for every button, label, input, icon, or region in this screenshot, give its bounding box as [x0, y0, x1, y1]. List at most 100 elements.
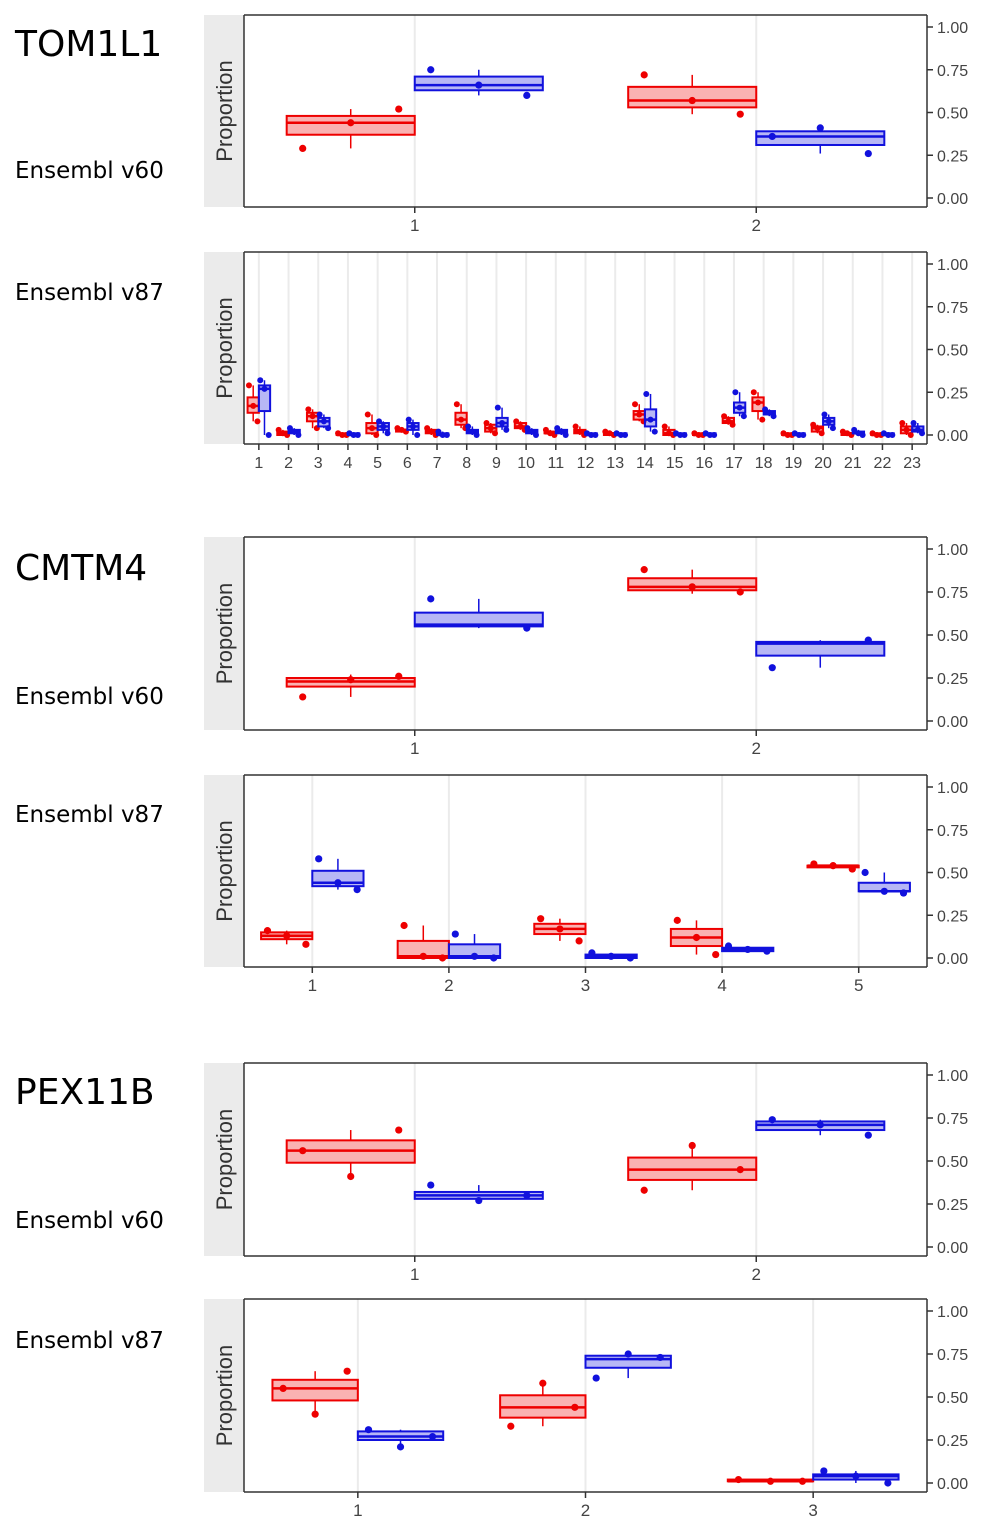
data-point: [759, 416, 766, 423]
x-tick-label: 11: [547, 455, 564, 472]
y-tick-label: 0.75: [937, 1347, 968, 1364]
data-point: [695, 432, 702, 438]
x-tick-label: 17: [725, 455, 743, 472]
blue-box: [286, 425, 302, 438]
x-tick-label: 1: [353, 1501, 362, 1520]
data-point: [558, 428, 565, 435]
data-point: [250, 402, 257, 409]
data-point: [265, 432, 272, 438]
red-box: [396, 921, 450, 962]
y-tick-label: 0.75: [937, 300, 968, 317]
x-tick-label: 10: [517, 455, 535, 472]
x-tick-label: 1: [254, 455, 263, 472]
data-point: [507, 1422, 515, 1430]
x-tick-label: 8: [462, 455, 471, 472]
data-point: [469, 428, 476, 435]
x-tick-label: 2: [752, 216, 761, 235]
data-point: [283, 932, 291, 940]
blue-box: [880, 430, 896, 438]
data-point: [768, 132, 776, 141]
data-point: [562, 432, 569, 438]
blue-box: [812, 1467, 900, 1487]
gene-label-pex11b: PEX11B: [15, 1072, 155, 1113]
data-point: [636, 411, 643, 418]
y-tick-label: 0.00: [937, 714, 968, 731]
blue-box: [851, 426, 866, 438]
red-box: [721, 413, 736, 428]
data-point: [656, 1353, 664, 1362]
data-point: [419, 952, 427, 960]
data-point: [816, 124, 824, 132]
data-point: [537, 915, 545, 923]
blue-box: [447, 930, 502, 962]
blue-box: [702, 430, 718, 438]
blue-box: [494, 404, 510, 433]
data-point: [899, 420, 906, 427]
data-point: [532, 432, 539, 438]
data-point: [451, 930, 459, 938]
data-point: [470, 952, 479, 960]
y-tick-label: 1.00: [937, 1068, 968, 1085]
data-point: [624, 1350, 632, 1358]
data-point: [350, 432, 357, 438]
data-point: [706, 432, 713, 438]
data-point: [299, 144, 307, 153]
data-point: [661, 423, 668, 430]
y-axis-label: Proportion: [212, 583, 237, 685]
data-point: [592, 1374, 600, 1382]
data-point: [443, 432, 450, 438]
data-point: [732, 389, 739, 396]
data-point: [305, 406, 312, 413]
data-point: [523, 91, 531, 99]
y-axis-label: Proportion: [212, 820, 237, 922]
panel-4: Proportion 0.00 0.25 0.50 0.75 1.00 1 2 3 4 5: [204, 774, 968, 995]
gene-label-cmtm4: CMTM4: [15, 548, 148, 589]
data-point: [279, 1384, 287, 1392]
data-point: [291, 428, 298, 435]
data-point: [770, 413, 777, 420]
data-point: [725, 418, 732, 425]
data-point: [427, 595, 435, 603]
red-box: [810, 421, 825, 437]
data-point: [347, 676, 355, 684]
data-point: [556, 925, 564, 933]
data-point: [880, 887, 888, 895]
data-point: [766, 409, 773, 416]
red-box: [627, 71, 758, 118]
x-tick-label: 6: [403, 455, 412, 472]
data-point: [523, 624, 531, 632]
data-point: [907, 432, 914, 438]
blue-box: [755, 636, 886, 672]
facet-strip: [204, 252, 244, 444]
red-box: [271, 1367, 359, 1418]
data-point: [320, 418, 327, 425]
data-point: [889, 432, 896, 438]
red-box: [750, 389, 766, 423]
x-tick-label: 4: [717, 976, 726, 995]
y-tick-label: 0.25: [937, 148, 968, 165]
y-tick-label: 1.00: [937, 1304, 968, 1321]
data-point: [617, 432, 624, 438]
y-tick-label: 0.50: [937, 343, 968, 360]
data-point: [607, 952, 615, 960]
data-point: [368, 425, 375, 432]
data-point: [494, 404, 501, 411]
y-tick-label: 0.50: [937, 866, 968, 883]
x-tick-label: 14: [636, 455, 654, 472]
data-point: [465, 423, 472, 430]
y-tick-label: 0.50: [937, 1390, 968, 1407]
red-box: [627, 566, 758, 596]
data-point: [261, 385, 268, 392]
x-tick-label: 2: [284, 455, 293, 472]
y-tick-label: 0.25: [937, 1433, 968, 1450]
data-point: [364, 411, 371, 418]
y-tick-label: 1.00: [937, 780, 968, 797]
data-point: [810, 860, 818, 868]
data-point: [651, 428, 658, 435]
data-point: [640, 71, 648, 79]
x-tick-label: 22: [874, 455, 892, 472]
red-box: [260, 927, 314, 948]
data-point: [744, 945, 752, 954]
data-point: [254, 418, 261, 425]
y-tick-label: 0.25: [937, 385, 968, 402]
